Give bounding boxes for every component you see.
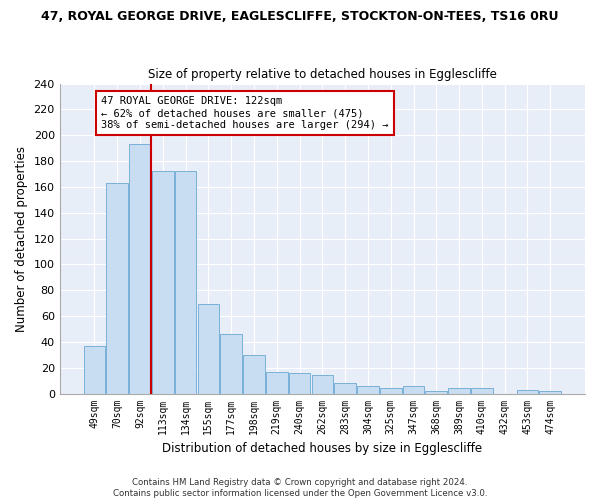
Bar [289,373,310,394]
Text: Contains HM Land Registry data © Crown copyright and database right 2024.
Contai: Contains HM Land Registry data © Crown c… [113,478,487,498]
Bar [266,372,287,394]
Bar [129,144,151,394]
Bar [448,388,470,394]
Title: Size of property relative to detached houses in Egglescliffe: Size of property relative to detached ho… [148,68,497,81]
Bar [357,386,379,394]
Bar [517,390,538,394]
Bar [403,386,424,394]
Bar [197,304,219,394]
Bar [106,183,128,394]
Bar [539,391,561,394]
Bar [83,346,105,394]
Bar [311,376,333,394]
Y-axis label: Number of detached properties: Number of detached properties [15,146,28,332]
Bar [380,388,401,394]
Bar [425,391,447,394]
Bar [334,383,356,394]
Bar [471,388,493,394]
Bar [243,355,265,394]
Bar [152,172,173,394]
Text: 47 ROYAL GEORGE DRIVE: 122sqm
← 62% of detached houses are smaller (475)
38% of : 47 ROYAL GEORGE DRIVE: 122sqm ← 62% of d… [101,96,389,130]
Bar [220,334,242,394]
Bar [175,172,196,394]
X-axis label: Distribution of detached houses by size in Egglescliffe: Distribution of detached houses by size … [162,442,482,455]
Text: 47, ROYAL GEORGE DRIVE, EAGLESCLIFFE, STOCKTON-ON-TEES, TS16 0RU: 47, ROYAL GEORGE DRIVE, EAGLESCLIFFE, ST… [41,10,559,23]
